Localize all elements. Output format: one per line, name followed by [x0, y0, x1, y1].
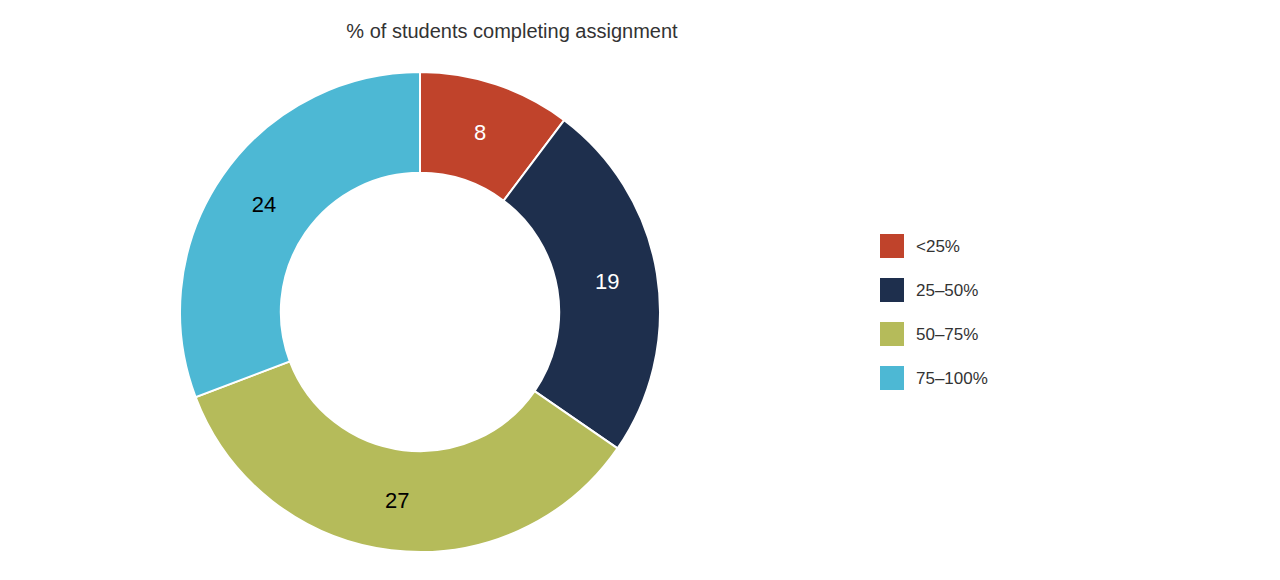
chart: % of students completing assignment 8 19 27… — [0, 0, 1280, 580]
legend: <25% 25–50% 50–75% 75–100% — [880, 234, 988, 390]
data-label: 24 — [252, 192, 276, 217]
data-label: 19 — [595, 269, 619, 294]
data-label: 27 — [385, 488, 409, 513]
legend-item: 75–100% — [880, 366, 988, 390]
legend-item: <25% — [880, 234, 960, 258]
legend-item: 25–50% — [880, 278, 978, 302]
slice — [504, 120, 660, 448]
legend-label: 50–75% — [916, 325, 978, 344]
data-labels: 8 19 27 24 — [252, 120, 620, 513]
legend-swatch — [880, 278, 904, 302]
slice — [196, 361, 618, 552]
slice — [180, 72, 420, 397]
legend-swatch — [880, 234, 904, 258]
legend-swatch — [880, 322, 904, 346]
data-label: 8 — [474, 120, 486, 145]
legend-swatch — [880, 366, 904, 390]
legend-label: <25% — [916, 237, 960, 256]
title: % of students completing assignment — [346, 20, 678, 42]
legend-item: 50–75% — [880, 322, 978, 346]
legend-label: 75–100% — [916, 369, 988, 388]
legend-label: 25–50% — [916, 281, 978, 300]
slices — [180, 72, 660, 552]
